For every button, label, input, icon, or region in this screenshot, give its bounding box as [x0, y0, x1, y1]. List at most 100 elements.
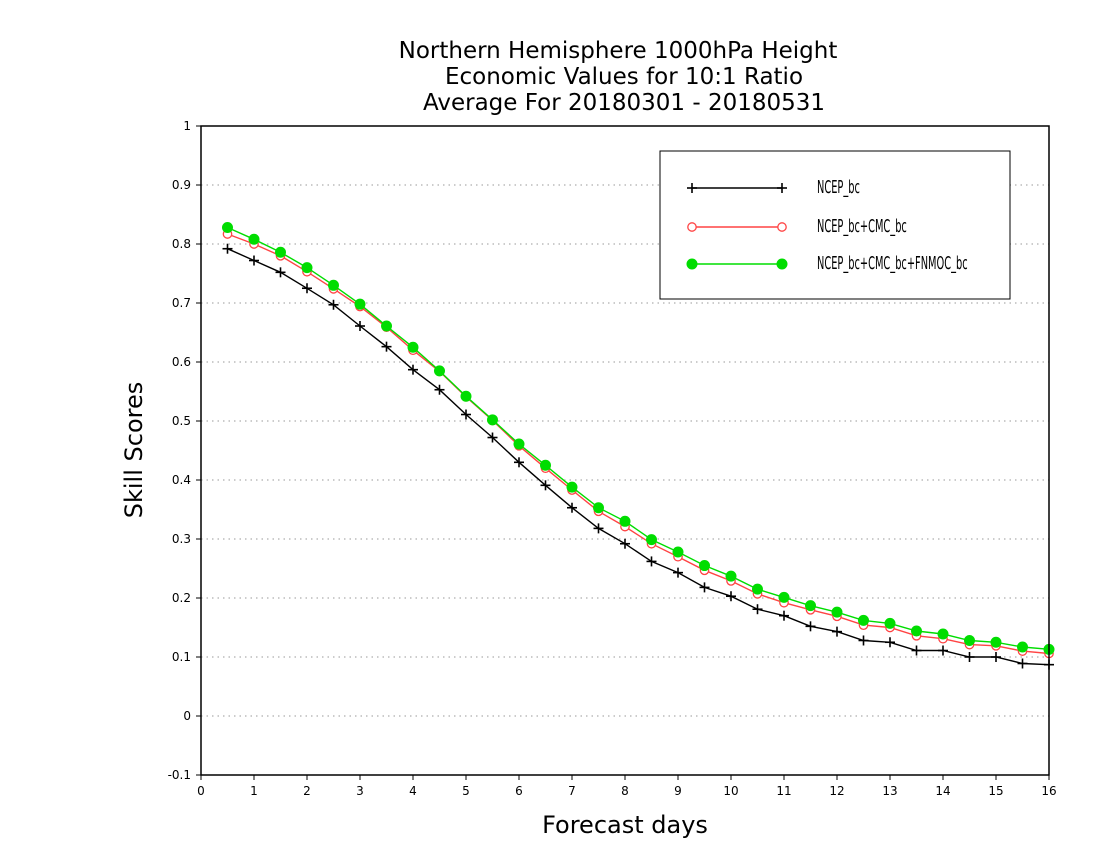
- data-point: [911, 625, 922, 637]
- legend-marker: [686, 258, 698, 270]
- legend-entry-3: NCEP_bc+CMC_bc+FNMOC_bc: [686, 253, 968, 274]
- y-tick-label: -0.1: [168, 768, 191, 782]
- chart-title-line-1: Northern Hemisphere 1000hPa Height: [399, 38, 838, 64]
- data-point: [620, 538, 630, 549]
- data-point: [991, 652, 1001, 662]
- x-tick-label: 12: [829, 784, 844, 798]
- data-point: [540, 459, 551, 471]
- data-point: [725, 570, 737, 582]
- data-point: [805, 621, 816, 632]
- data-point: [540, 480, 551, 491]
- data-point: [248, 233, 260, 245]
- legend-entry-2: NCEP_bc+CMC_bc: [687, 216, 907, 237]
- data-point: [752, 583, 763, 595]
- data-point: [593, 523, 604, 534]
- y-tick-label: 0.4: [172, 473, 191, 487]
- y-tick-label: 0.7: [172, 296, 191, 310]
- data-point: [513, 438, 525, 450]
- x-tick-label: 10: [723, 784, 738, 798]
- x-tick-label: 16: [1041, 784, 1056, 798]
- data-point: [487, 414, 498, 426]
- data-point: [672, 546, 684, 558]
- legend: NCEP_bc NCEP_bc+CMC_bc NCEP_bc+CMC_bc+FNMO…: [659, 150, 1011, 300]
- series-1: [222, 243, 1054, 670]
- data-point: [514, 457, 524, 468]
- x-tick-label: 0: [197, 784, 205, 798]
- data-point: [964, 652, 975, 662]
- y-tick-label: 0.5: [172, 414, 191, 428]
- data-point: [275, 267, 286, 278]
- tick-layer: -0.100.10.20.30.40.50.60.70.80.910 1 2 3 4 5 6…: [168, 119, 1057, 798]
- legend-marker: [687, 183, 697, 193]
- plot-frame: [200, 125, 1050, 776]
- legend-marker: [776, 258, 788, 270]
- data-point: [567, 502, 577, 513]
- legend-marker: [777, 222, 787, 232]
- legend-marker: [687, 222, 697, 232]
- y-axis-title: Skill Scores: [120, 382, 148, 519]
- x-tick-label: 3: [356, 784, 364, 798]
- data-point: [832, 626, 842, 637]
- data-point: [884, 617, 896, 629]
- x-tick-label: 15: [988, 784, 1003, 798]
- y-tick-label: 0.6: [172, 355, 191, 369]
- x-tick-label: 4: [409, 784, 417, 798]
- data-point: [1017, 658, 1028, 669]
- data-point: [779, 610, 789, 621]
- data-point: [726, 591, 736, 602]
- y-tick-label: 0.2: [172, 591, 191, 605]
- legend-marker: [777, 183, 787, 193]
- x-tick-label: 13: [882, 784, 897, 798]
- data-point: [831, 606, 843, 618]
- data-point: [699, 560, 710, 572]
- data-point: [619, 515, 631, 527]
- series-3: [222, 221, 1055, 655]
- x-tick-label: 6: [515, 784, 523, 798]
- data-point: [301, 262, 313, 274]
- x-tick-label: 9: [674, 784, 682, 798]
- data-point: [487, 432, 498, 443]
- data-point: [937, 628, 949, 640]
- chart-title-line-3: Average For 20180301 - 20180531: [423, 90, 825, 116]
- data-point: [1017, 641, 1028, 653]
- data-point: [858, 614, 869, 626]
- x-tick-label: 5: [462, 784, 470, 798]
- data-point: [354, 298, 366, 310]
- data-point: [249, 255, 259, 266]
- data-point: [964, 634, 975, 646]
- data-point: [460, 390, 472, 402]
- legend-entry-1: NCEP_bc: [687, 177, 860, 198]
- data-point: [885, 637, 895, 648]
- x-axis-title: Forecast days: [542, 811, 708, 839]
- legend-label: NCEP_bc: [817, 177, 860, 197]
- series-layer: [222, 221, 1055, 670]
- legend-entries: NCEP_bc NCEP_bc+CMC_bc NCEP_bc+CMC_bc+FNMO…: [686, 177, 968, 274]
- y-tick-label: 0: [183, 709, 191, 723]
- data-point: [699, 582, 710, 593]
- data-point: [222, 221, 233, 233]
- data-point: [275, 246, 286, 258]
- data-point: [222, 243, 233, 254]
- data-point: [646, 556, 657, 567]
- y-tick-label: 0.3: [172, 532, 191, 546]
- x-tick-label: 7: [568, 784, 576, 798]
- data-point: [302, 283, 312, 294]
- chart-title-line-2: Economic Values for 10:1 Ratio: [445, 64, 803, 90]
- data-point: [805, 600, 816, 612]
- data-point: [408, 364, 418, 375]
- y-tick-label: 0.8: [172, 237, 191, 251]
- data-point: [566, 481, 578, 493]
- data-point: [355, 321, 365, 332]
- legend-box: [659, 150, 1011, 300]
- data-point: [778, 591, 790, 603]
- x-tick-label: 8: [621, 784, 629, 798]
- legend-label: NCEP_bc+CMC_bc: [817, 216, 907, 236]
- data-point: [328, 299, 339, 310]
- legend-label: NCEP_bc+CMC_bc+FNMOC_bc: [817, 253, 968, 273]
- data-point: [858, 635, 869, 646]
- x-tick-label: 2: [303, 784, 311, 798]
- data-point: [990, 636, 1002, 648]
- data-point: [434, 365, 445, 377]
